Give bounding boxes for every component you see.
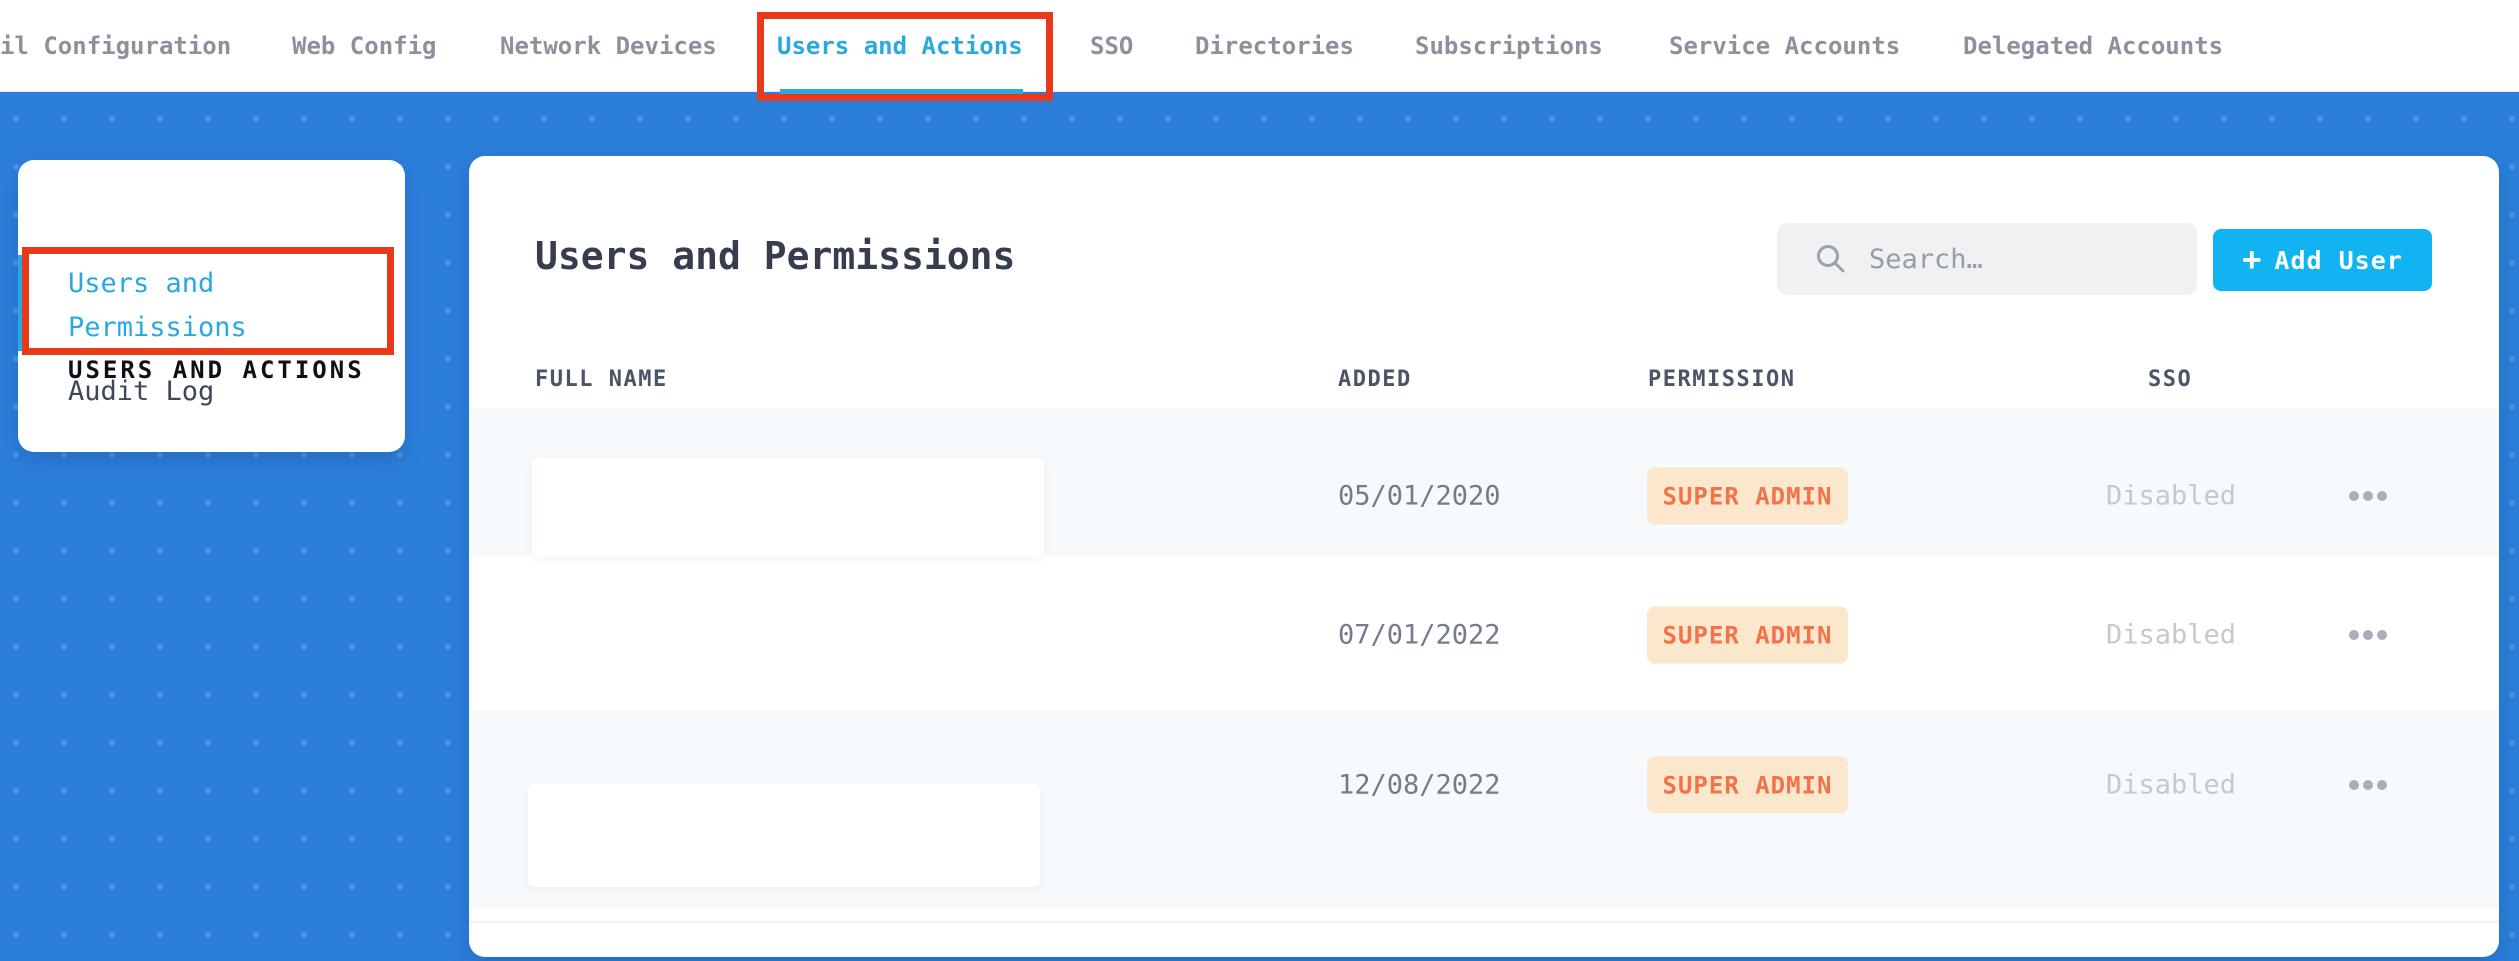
column-header-full-name: FULL NAME: [535, 367, 668, 392]
column-header-sso: SSO: [2148, 367, 2193, 392]
sidebar-item-label-line2: Permissions: [68, 312, 247, 343]
row-actions-menu-icon[interactable]: [2346, 491, 2390, 501]
sidebar-card: USERS AND ACTIONS Users and Permissions …: [18, 160, 405, 452]
tab-delegated-accounts[interactable]: Delegated Accounts: [1963, 31, 2224, 60]
permission-badge: SUPER ADMIN: [1647, 606, 1848, 664]
active-item-indicator-bar: [18, 255, 25, 351]
sidebar-item-audit-log[interactable]: Audit Log: [68, 376, 215, 407]
sso-status: Disabled: [2105, 480, 2237, 512]
tab-email-configuration[interactable]: il Configuration: [0, 31, 232, 60]
search-input[interactable]: [1869, 243, 2169, 275]
tab-sso[interactable]: SSO: [1090, 31, 1134, 60]
full-name-redaction-block: [532, 458, 1044, 557]
permission-badge: SUPER ADMIN: [1647, 756, 1848, 814]
page-title: Users and Permissions: [535, 234, 1016, 278]
add-user-button[interactable]: + Add User: [2213, 229, 2432, 291]
tab-directories[interactable]: Directories: [1195, 31, 1354, 60]
column-header-added: ADDED: [1338, 367, 1412, 392]
tab-users-and-actions[interactable]: Users and Actions: [777, 31, 1023, 60]
table-row: [469, 556, 2499, 710]
sso-status: Disabled: [2105, 619, 2237, 651]
sidebar-heading: USERS AND ACTIONS: [68, 356, 365, 384]
users-and-permissions-panel: Users and Permissions + Add User FULL NA…: [469, 156, 2499, 957]
row-separator: [469, 921, 2499, 923]
search-icon: [1817, 245, 1845, 273]
tab-web-config[interactable]: Web Config: [292, 31, 437, 60]
tab-subscriptions[interactable]: Subscriptions: [1415, 31, 1603, 60]
tab-service-accounts[interactable]: Service Accounts: [1669, 31, 1901, 60]
active-tab-underline: [780, 89, 1023, 97]
permission-badge: SUPER ADMIN: [1647, 467, 1848, 525]
add-user-label: Add User: [2274, 245, 2403, 275]
column-header-permission: PERMISSION: [1648, 367, 1796, 392]
added-date: 12/08/2022: [1338, 769, 1501, 801]
row-actions-menu-icon[interactable]: [2346, 630, 2390, 640]
added-date: 05/01/2020: [1338, 480, 1501, 512]
row-actions-menu-icon[interactable]: [2346, 780, 2390, 790]
top-navigation: il Configuration Web Config Network Devi…: [0, 0, 2519, 97]
sidebar-item-users-and-permissions[interactable]: Users and Permissions: [68, 262, 247, 350]
plus-icon: +: [2242, 239, 2262, 278]
added-date: 07/01/2022: [1338, 619, 1501, 651]
search-box[interactable]: [1777, 223, 2197, 295]
sidebar-item-label-line1: Users and: [68, 268, 215, 299]
tab-network-devices[interactable]: Network Devices: [500, 31, 717, 60]
sso-status: Disabled: [2105, 769, 2237, 801]
full-name-redaction-block: [528, 784, 1040, 887]
